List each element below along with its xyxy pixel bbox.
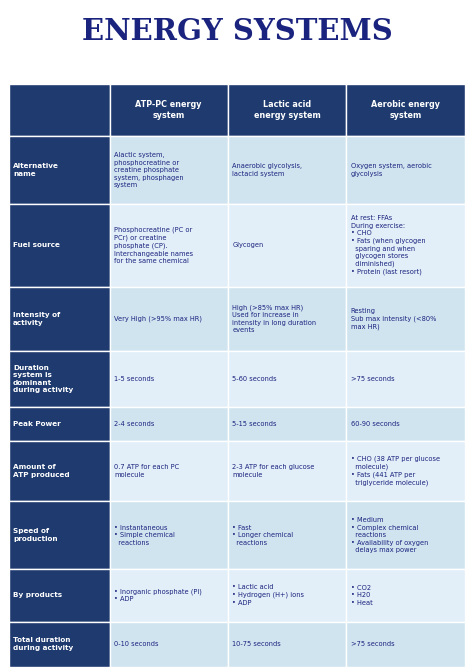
Text: At rest: FFAs
During exercise:
• CHO
• Fats (when glycogen
  sparing and when
  : At rest: FFAs During exercise: • CHO • F… — [351, 216, 425, 275]
Bar — [109, 287, 228, 351]
Text: Total duration
during activity: Total duration during activity — [13, 637, 73, 651]
Bar — [109, 84, 228, 137]
Text: • Fast
• Longer chemical
  reactions: • Fast • Longer chemical reactions — [232, 525, 293, 545]
Bar — [346, 204, 465, 287]
Bar — [346, 569, 465, 622]
Text: 5-60 seconds: 5-60 seconds — [232, 376, 277, 382]
Text: ENERGY SYSTEMS: ENERGY SYSTEMS — [82, 17, 392, 46]
Text: • Instantaneous
• Simple chemical
  reactions: • Instantaneous • Simple chemical reacti… — [114, 525, 175, 545]
Bar — [9, 204, 109, 287]
Text: Glycogen: Glycogen — [232, 243, 264, 249]
Bar — [228, 351, 346, 407]
Text: Resting
Sub max intensity (<80%
max HR): Resting Sub max intensity (<80% max HR) — [351, 308, 436, 330]
Text: 10-75 seconds: 10-75 seconds — [232, 641, 281, 647]
Text: Fuel source: Fuel source — [13, 243, 60, 249]
Bar — [9, 84, 109, 137]
Bar — [9, 501, 109, 569]
Text: High (>85% max HR)
Used for increase in
intensity in long duration
events: High (>85% max HR) Used for increase in … — [232, 304, 317, 333]
Text: Alactic system,
phosphocreatine or
creatine phosphate
system, phosphagen
system: Alactic system, phosphocreatine or creat… — [114, 152, 184, 188]
Bar — [228, 501, 346, 569]
Text: Alternative
name: Alternative name — [13, 163, 59, 177]
Bar — [346, 407, 465, 441]
Text: 0.7 ATP for each PC
molecule: 0.7 ATP for each PC molecule — [114, 464, 179, 478]
Text: Very High (>95% max HR): Very High (>95% max HR) — [114, 316, 202, 322]
Text: Speed of
production: Speed of production — [13, 528, 58, 542]
Text: 60-90 seconds: 60-90 seconds — [351, 421, 400, 427]
Bar — [346, 622, 465, 667]
Text: Phosphocreatine (PC or
PCr) or creatine
phosphate (CP).
Interchangeable names
fo: Phosphocreatine (PC or PCr) or creatine … — [114, 226, 193, 264]
Bar — [228, 204, 346, 287]
Bar — [9, 622, 109, 667]
Bar — [228, 137, 346, 204]
Bar — [9, 287, 109, 351]
Text: Amount of
ATP produced: Amount of ATP produced — [13, 464, 70, 478]
Bar — [109, 441, 228, 501]
Bar — [109, 204, 228, 287]
Bar — [109, 137, 228, 204]
Bar — [346, 441, 465, 501]
Bar — [228, 569, 346, 622]
Text: Oxygen system, aerobic
glycolysis: Oxygen system, aerobic glycolysis — [351, 163, 431, 177]
Bar — [9, 569, 109, 622]
Text: 1-5 seconds: 1-5 seconds — [114, 376, 155, 382]
Bar — [9, 351, 109, 407]
Text: By products: By products — [13, 592, 62, 598]
Text: 0-10 seconds: 0-10 seconds — [114, 641, 159, 647]
Bar — [228, 441, 346, 501]
Text: 2-4 seconds: 2-4 seconds — [114, 421, 155, 427]
Text: Aerobic energy
system: Aerobic energy system — [371, 100, 440, 120]
Text: Lactic acid
energy system: Lactic acid energy system — [254, 100, 320, 120]
Bar — [109, 622, 228, 667]
Bar — [109, 569, 228, 622]
Bar — [109, 351, 228, 407]
Bar — [109, 501, 228, 569]
Text: Intensity of
activity: Intensity of activity — [13, 312, 60, 326]
Bar — [228, 407, 346, 441]
Text: ATP-PC energy
system: ATP-PC energy system — [136, 100, 202, 120]
Text: • CO2
• H20
• Heat: • CO2 • H20 • Heat — [351, 585, 373, 606]
Bar — [346, 137, 465, 204]
Text: >75 seconds: >75 seconds — [351, 376, 394, 382]
Bar — [9, 137, 109, 204]
Text: Duration
system is
dominant
during activity: Duration system is dominant during activ… — [13, 364, 73, 393]
Text: • CHO (38 ATP per glucose
  molecule)
• Fats (441 ATP per
  triglyceride molecul: • CHO (38 ATP per glucose molecule) • Fa… — [351, 456, 440, 486]
Bar — [228, 287, 346, 351]
Text: Anaerobic glycolysis,
lactacid system: Anaerobic glycolysis, lactacid system — [232, 163, 302, 177]
Text: 5-15 seconds: 5-15 seconds — [232, 421, 277, 427]
Bar — [109, 407, 228, 441]
Bar — [9, 441, 109, 501]
Text: >75 seconds: >75 seconds — [351, 641, 394, 647]
Text: 2-3 ATP for each glucose
molecule: 2-3 ATP for each glucose molecule — [232, 464, 315, 478]
Bar — [228, 622, 346, 667]
Bar — [346, 84, 465, 137]
Bar — [9, 407, 109, 441]
Bar — [346, 287, 465, 351]
Text: • Inorganic phosphate (PI)
• ADP: • Inorganic phosphate (PI) • ADP — [114, 588, 202, 602]
Bar — [346, 351, 465, 407]
Text: • Lactic acid
• Hydrogen (H+) ions
• ADP: • Lactic acid • Hydrogen (H+) ions • ADP — [232, 584, 304, 606]
Text: Peak Power: Peak Power — [13, 421, 61, 427]
Bar — [228, 84, 346, 137]
Bar — [346, 501, 465, 569]
Text: • Medium
• Complex chemical
  reactions
• Availability of oxygen
  delays max po: • Medium • Complex chemical reactions • … — [351, 517, 428, 553]
